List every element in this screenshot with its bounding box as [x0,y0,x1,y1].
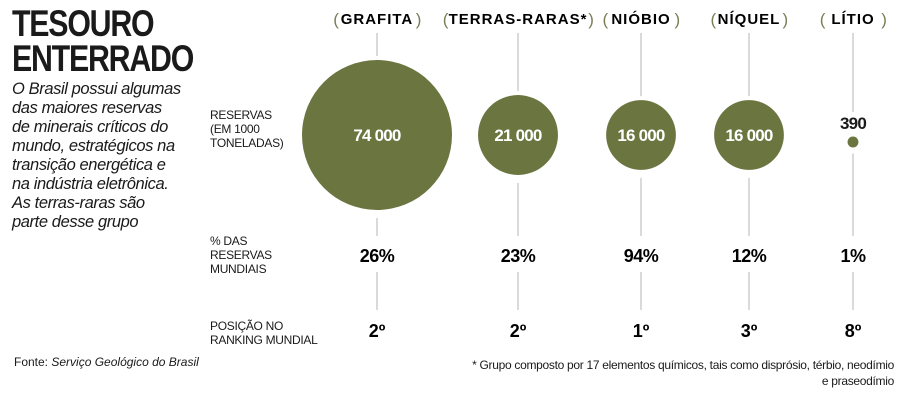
rank-value: 1º [633,321,650,341]
reserve-value: 21 000 [494,126,542,145]
share-value: 26% [360,246,395,266]
reserve-value: 16 000 [725,126,773,145]
reserve-bubble [606,100,676,170]
row-label-rank: POSIÇÃO NO RANKING MUNDIAL [210,319,318,347]
category-label-2: NIÓBIO [611,10,670,28]
header-bracket-left: ( [333,10,339,29]
title-line-2: ENTERRADO [12,38,194,79]
category-label-3: NÍQUEL [718,11,781,28]
source-note: Fonte: Serviço Geológico do Brasil [14,355,199,370]
header-bracket-right: ) [783,10,789,29]
reserve-bubble [714,100,784,170]
header-bracket-left: ( [603,10,609,29]
category-label-4: LÍTIO [831,11,874,28]
header-bracket-right: ) [881,10,887,29]
reserve-bubble [302,60,452,210]
share-value: 94% [624,246,659,266]
source-label: Fonte: [14,355,49,369]
row-label-share: % DAS RESERVAS MUNDIAIS [210,234,272,276]
row-label-reserves: RESERVAS (EM 1000 TONELADAS) [210,108,284,150]
page-title: TESOURO ENTERRADO [12,3,194,79]
rank-value: 8º [845,321,862,341]
header-bracket-left: ( [443,10,449,29]
reserve-bubble [478,95,558,175]
reserve-value: 16 000 [617,126,665,145]
title-line-1: TESOURO [12,3,155,44]
source-value: Serviço Geológico do Brasil [51,355,199,369]
header-bracket-right: ) [588,10,594,29]
rank-value: 3º [741,321,758,341]
category-label-1: TERRAS-RARAS* [449,11,588,28]
rank-value: 2º [369,321,386,341]
intro-text: O Brasil possui algumas das maiores rese… [12,80,181,231]
share-value: 23% [501,246,536,266]
reserve-bubble [847,136,859,148]
header-bracket-right: ) [416,10,422,29]
header-bracket-right: ) [675,10,681,29]
reserve-value: 390 [840,114,866,133]
share-value: 12% [732,246,767,266]
footnote: * Grupo composto por 17 elementos químic… [472,358,894,388]
category-label-0: GRAFITA [341,11,414,28]
header-bracket-left: ( [820,10,826,29]
share-value: 1% [840,246,866,266]
rank-value: 2º [510,321,527,341]
reserve-value: 74 000 [353,126,401,145]
header-bracket-left: ( [711,10,717,29]
